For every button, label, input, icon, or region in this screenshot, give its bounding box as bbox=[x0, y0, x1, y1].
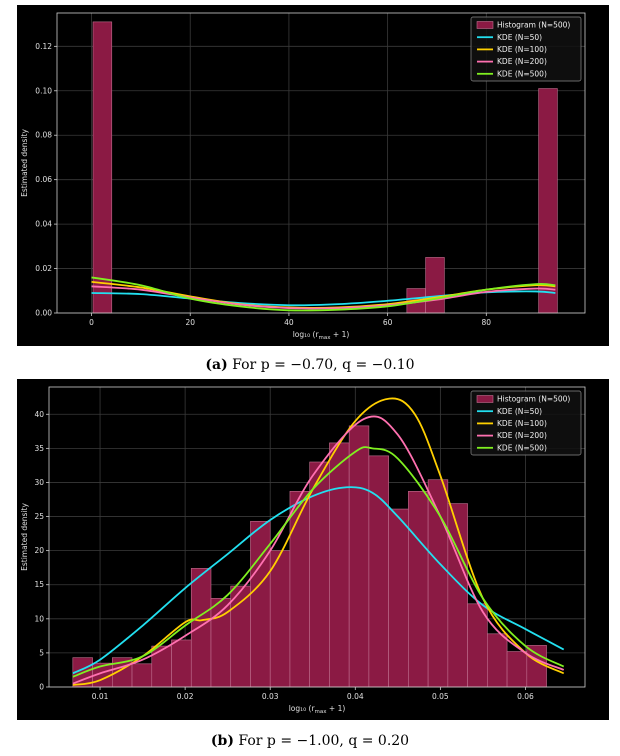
histogram-bar bbox=[487, 633, 508, 688]
x-tick-label: 0.01 bbox=[92, 692, 109, 701]
legend-label-kde: KDE (N=200) bbox=[497, 431, 547, 440]
histogram-bar bbox=[526, 645, 547, 688]
caption-a-text: For p = −0.70, q = −0.10 bbox=[227, 357, 415, 373]
x-tick-label: 80 bbox=[482, 318, 492, 327]
y-tick-label: 35 bbox=[34, 444, 44, 453]
histogram-bar bbox=[329, 442, 350, 688]
y-tick-label: 0.10 bbox=[35, 86, 52, 95]
legend: Histogram (N=500) KDE (N=50) KDE (N=100) KD… bbox=[470, 16, 582, 82]
caption-b-text: For p = −1.00, q = 0.20 bbox=[233, 733, 410, 749]
y-tick-label: 15 bbox=[34, 580, 44, 589]
y-tick-label: 25 bbox=[34, 512, 44, 521]
x-axis-title: log₁₀ (rmax + 1) bbox=[289, 704, 346, 715]
histogram-bar bbox=[408, 491, 429, 688]
histogram-bar bbox=[348, 425, 370, 688]
chart-a: 0 20 40 60 80 0.00 0.02 0.04 0.06 0.08 0.10 0.12 log… bbox=[20, 12, 586, 341]
y-tick-label: 0.04 bbox=[35, 220, 52, 229]
histogram-bar bbox=[190, 568, 212, 688]
y-tick-label: 10 bbox=[34, 614, 44, 623]
x-tick-label: 40 bbox=[284, 318, 294, 327]
y-tick-label: 5 bbox=[39, 648, 44, 657]
axes-frame bbox=[56, 12, 586, 314]
legend-label-kde: KDE (N=500) bbox=[497, 443, 547, 452]
histogram-bar bbox=[425, 257, 445, 314]
legend: Histogram (N=500) KDE (N=50) KDE (N=100) KD… bbox=[470, 390, 582, 456]
y-tick-label: 0.00 bbox=[35, 309, 52, 318]
y-tick-label: 0.06 bbox=[35, 175, 52, 184]
y-tick-label: 30 bbox=[34, 478, 44, 487]
histogram-bar bbox=[269, 550, 291, 688]
y-tick-label: 40 bbox=[34, 410, 44, 419]
kde-line-2 bbox=[72, 397, 565, 686]
chart-panel-a: 0 20 40 60 80 0.00 0.02 0.04 0.06 0.08 0.10 0.12 log… bbox=[17, 5, 609, 346]
legend-swatch-histogram bbox=[476, 395, 494, 403]
y-tick-label: 20 bbox=[34, 546, 44, 555]
legend-label-kde: KDE (N=200) bbox=[497, 57, 547, 66]
x-tick-label: 0.05 bbox=[432, 692, 449, 701]
legend-box bbox=[470, 390, 582, 456]
x-tick-label: 60 bbox=[383, 318, 393, 327]
x-tick-label: 0.06 bbox=[517, 692, 534, 701]
kde-line-1 bbox=[91, 290, 556, 307]
x-axis-title: log₁₀ (rmax + 1) bbox=[293, 330, 350, 341]
axes-frame bbox=[48, 386, 586, 688]
histogram-bar bbox=[92, 21, 113, 314]
kde-line-1 bbox=[72, 486, 565, 675]
x-tick-label: 20 bbox=[185, 318, 195, 327]
kde-line-3 bbox=[72, 415, 565, 685]
x-tick-label: 0.02 bbox=[177, 692, 194, 701]
y-tick-label: 0.12 bbox=[35, 42, 52, 51]
caption-a-label: (a) bbox=[205, 357, 228, 373]
legend-label-histogram: Histogram (N=500) bbox=[497, 395, 570, 404]
legend-box bbox=[470, 16, 582, 82]
legend-label-kde: KDE (N=100) bbox=[497, 419, 547, 428]
x-tick-label: 0.03 bbox=[262, 692, 279, 701]
legend-label-histogram: Histogram (N=500) bbox=[497, 21, 570, 30]
kde-line-4 bbox=[72, 446, 565, 678]
histogram-bar bbox=[289, 491, 310, 688]
histogram-bars bbox=[92, 21, 558, 314]
y-tick-label: 0.02 bbox=[35, 264, 52, 273]
chart-panel-b: 0.01 0.02 0.03 0.04 0.05 0.06 0 5 10 15 20 25 30 35 40… bbox=[17, 379, 609, 720]
histogram-bar bbox=[368, 455, 389, 688]
caption-b-label: (b) bbox=[210, 733, 234, 749]
histogram-bar bbox=[151, 645, 172, 688]
legend-label-kde: KDE (N=100) bbox=[497, 45, 547, 54]
x-tick-label: 0 bbox=[89, 318, 94, 327]
histogram-bar bbox=[538, 88, 558, 314]
y-tick-label: 0.08 bbox=[35, 131, 52, 140]
y-axis-title: Estimated density bbox=[20, 503, 29, 571]
chart-b: 0.01 0.02 0.03 0.04 0.05 0.06 0 5 10 15 20 25 30 35 40… bbox=[20, 386, 586, 715]
histogram-bars bbox=[72, 425, 547, 688]
histogram-bar bbox=[388, 508, 409, 688]
legend-label-kde: KDE (N=50) bbox=[497, 33, 542, 42]
y-axis-title: Estimated density bbox=[20, 129, 29, 197]
legend-label-kde: KDE (N=500) bbox=[497, 69, 547, 78]
legend-label-kde: KDE (N=50) bbox=[497, 407, 542, 416]
x-tick-label: 0.04 bbox=[347, 692, 364, 701]
histogram-bar bbox=[131, 663, 153, 688]
histogram-bar bbox=[506, 651, 528, 688]
y-tick-label: 0 bbox=[39, 683, 44, 692]
histogram-bar bbox=[171, 639, 192, 688]
legend-swatch-histogram bbox=[476, 21, 494, 29]
caption-b: (b) For p = −1.00, q = 0.20 bbox=[0, 733, 620, 749]
histogram-bar bbox=[467, 603, 488, 688]
kde-line-4 bbox=[91, 276, 556, 312]
caption-a: (a) For p = −0.70, q = −0.10 bbox=[0, 357, 620, 373]
